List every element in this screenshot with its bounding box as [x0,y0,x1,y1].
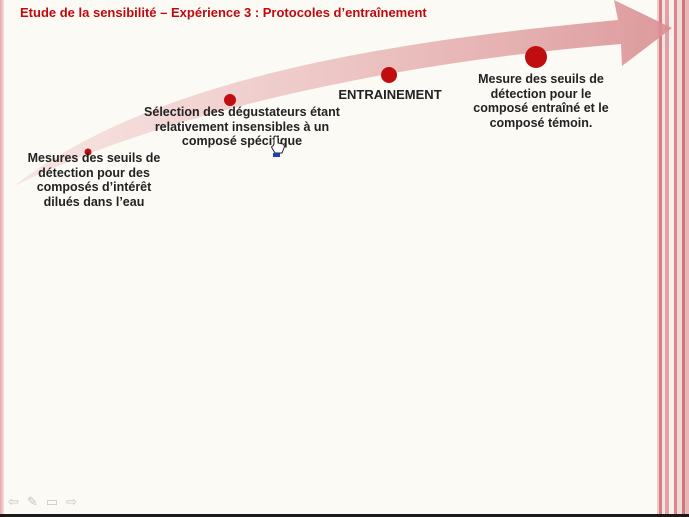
slide-left-border [0,0,4,517]
bottom-border [0,514,689,517]
step-dot-4 [525,46,547,68]
step-label-3: ENTRAINEMENT [338,87,442,102]
slide-title: Etude de la sensibilité – Expérience 3 :… [20,5,427,20]
mouse-cursor-icon [271,136,285,157]
slide-nav-toolbar: ⇦ ✎ ▭ ⇨ [8,494,85,510]
slide-right-stripes [657,0,689,517]
arrow-right-icon[interactable]: ⇨ [66,494,78,509]
pen-icon[interactable]: ✎ [26,494,38,509]
step-label-4: Mesure des seuils de détection pour le c… [473,72,609,130]
step-dot-3 [381,67,397,83]
step-dot-2 [224,94,236,106]
step-dot-1 [84,148,92,156]
arrow-left-icon[interactable]: ⇦ [8,494,19,509]
step-label-2: Sélection des dégustateurs étant relativ… [144,105,340,148]
slide-menu-icon[interactable]: ▭ [45,494,59,509]
arrow-shape [14,0,672,186]
step-label-1: Mesures des seuils de détection pour des… [27,151,161,209]
